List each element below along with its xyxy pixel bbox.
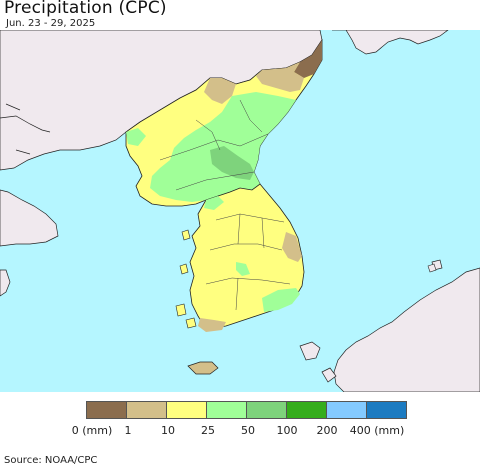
legend-swatch-1 — [127, 402, 167, 418]
legend-swatch-6 — [327, 402, 367, 418]
land-russia — [332, 30, 449, 55]
land-japan — [333, 267, 480, 392]
nk-brown — [294, 40, 322, 78]
sk-green-center — [236, 262, 250, 276]
sk-green-se — [262, 288, 300, 312]
legend-labels: 0 (mm) 1 10 25 50 100 200 400 (mm) — [0, 424, 480, 438]
province-boundaries — [159, 99, 291, 311]
nk-tan-n — [204, 78, 236, 104]
land-china-south — [0, 269, 11, 297]
sk-green-nw — [204, 196, 224, 210]
legend-swatch-3 — [207, 402, 247, 418]
precipitation-map — [0, 30, 480, 392]
legend-label-0: 0 (mm) — [71, 424, 113, 437]
coast-liaodong — [0, 103, 51, 155]
nk-darkgreen — [210, 146, 254, 180]
nk-green-west — [126, 128, 146, 146]
source-credit: Source: NOAA/CPC — [4, 455, 98, 466]
legend-swatch-2 — [167, 402, 207, 418]
date-range: Jun. 23 - 29, 2025 — [6, 18, 96, 29]
sk-tan-south — [198, 318, 226, 332]
legend-swatch-4 — [247, 402, 287, 418]
legend-label-1: 1 — [124, 424, 132, 437]
legend-label-7: 400 (mm) — [349, 424, 405, 437]
legend-label-6: 200 — [316, 424, 338, 437]
legend-label-2: 10 — [161, 424, 175, 437]
legend-colorbar — [86, 401, 407, 419]
ulleungdo — [427, 263, 437, 273]
legend-swatch-0 — [87, 402, 127, 418]
land-shandong — [0, 189, 59, 247]
nk-tan-ne — [256, 62, 304, 92]
sk-tan-east — [282, 232, 302, 262]
map-title: Precipitation (CPC) — [4, 0, 167, 18]
legend-label-4: 50 — [241, 424, 255, 437]
legend-label-3: 25 — [201, 424, 215, 437]
legend-swatch-7 — [367, 402, 406, 418]
jeju-island — [187, 361, 219, 375]
sk-islands-west — [175, 229, 197, 329]
legend-label-5: 100 — [276, 424, 298, 437]
legend-swatch-5 — [287, 402, 327, 418]
